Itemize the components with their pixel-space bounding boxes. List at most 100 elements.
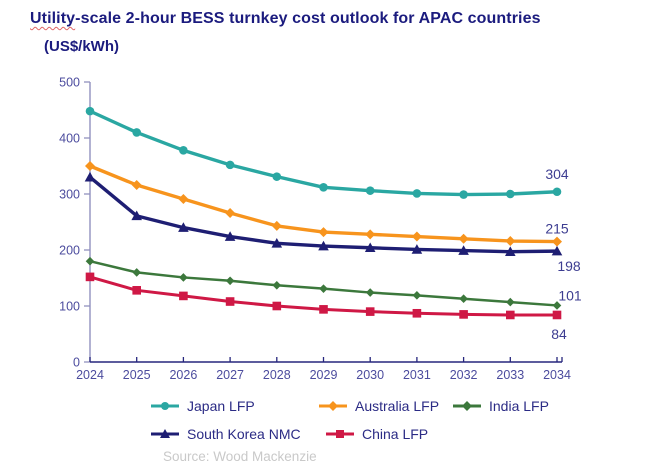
series-marker-india-lfp bbox=[552, 301, 562, 310]
series-marker-india-lfp bbox=[85, 256, 95, 266]
series-marker-australia-lfp bbox=[271, 220, 282, 231]
series-marker-south-korea-nmc bbox=[318, 240, 329, 251]
series-marker-south-korea-nmc bbox=[271, 237, 283, 248]
x-axis-tick-label: 2029 bbox=[310, 368, 338, 382]
series-marker-china-lfp bbox=[365, 307, 375, 316]
series-marker-japan-lfp bbox=[272, 172, 282, 181]
series-marker-china-lfp bbox=[179, 291, 188, 301]
legend-marker-china-lfp bbox=[326, 430, 354, 438]
end-value-label-china-lfp: 84 bbox=[551, 326, 567, 342]
end-value-label-australia-lfp: 215 bbox=[545, 221, 569, 237]
series-line-india-lfp bbox=[88, 259, 559, 307]
series-marker-south-korea-nmc bbox=[411, 244, 423, 254]
legend-item-india-lfp: India LFP bbox=[452, 398, 549, 414]
series-marker-japan-lfp bbox=[85, 106, 95, 116]
chart-unit-subtitle: (US$/kWh) bbox=[44, 38, 119, 55]
y-axis-tick-label: 500 bbox=[59, 76, 80, 90]
x-axis-tick-label: 2034 bbox=[543, 368, 571, 382]
series-marker-china-lfp bbox=[552, 310, 562, 320]
end-value-label-japan-lfp: 304 bbox=[545, 166, 569, 182]
legend-marker-japan-lfp bbox=[151, 402, 179, 410]
legend-label-south-korea-nmc: South Korea NMC bbox=[187, 426, 301, 442]
series-marker-india-lfp bbox=[506, 297, 515, 307]
line-chart-plot-area: 0 100 200 300 400 500 2024 2025 2026 2027 2028 2029… bbox=[59, 76, 582, 383]
x-axis-tick-label: 2032 bbox=[450, 368, 478, 382]
x-axis-tick-label: 2033 bbox=[496, 368, 524, 382]
series-marker-south-korea-nmc bbox=[84, 171, 96, 182]
series-marker-japan-lfp bbox=[506, 189, 515, 199]
series-marker-south-korea-nmc bbox=[224, 231, 236, 241]
series-marker-india-lfp bbox=[225, 276, 235, 286]
series-marker-india-lfp bbox=[412, 291, 422, 300]
series-marker-japan-lfp bbox=[459, 190, 468, 199]
series-marker-china-lfp bbox=[272, 301, 282, 311]
y-axis-tick-label: 0 bbox=[73, 356, 80, 370]
end-value-label-south-korea-nmc: 198 bbox=[557, 258, 581, 274]
x-axis-tick-label: 2025 bbox=[123, 368, 151, 382]
y-axis-tick-label: 100 bbox=[59, 300, 80, 314]
chart-title-rest: -scale 2-hour BESS turnkey cost outlook … bbox=[75, 10, 541, 27]
series-marker-japan-lfp bbox=[412, 189, 422, 198]
series-marker-australia-lfp bbox=[318, 227, 329, 238]
x-axis-tick-label: 2031 bbox=[403, 368, 431, 382]
y-axis-tick-label: 300 bbox=[59, 188, 80, 202]
series-marker-australia-lfp bbox=[85, 161, 95, 171]
legend-marker-australia-lfp bbox=[319, 401, 347, 411]
series-marker-australia-lfp bbox=[365, 229, 376, 240]
y-axis-tick-label: 400 bbox=[59, 132, 80, 146]
series-marker-australia-lfp bbox=[178, 194, 189, 205]
legend-marker-south-korea-nmc bbox=[151, 429, 179, 438]
legend-item-australia-lfp: Australia LFP bbox=[318, 398, 439, 414]
legend-item-china-lfp: China LFP bbox=[325, 426, 428, 442]
series-marker-australia-lfp bbox=[131, 180, 142, 191]
chart-title: Utility-scale 2-hour BESS turnkey cost o… bbox=[30, 10, 541, 28]
series-marker-india-lfp bbox=[319, 284, 328, 293]
y-axis-tick-label: 200 bbox=[59, 244, 80, 258]
legend-label-japan-lfp: Japan LFP bbox=[187, 398, 255, 414]
series-marker-japan-lfp bbox=[179, 146, 188, 155]
series-marker-china-lfp bbox=[319, 305, 328, 314]
series-marker-australia-lfp bbox=[505, 236, 516, 247]
series-marker-japan-lfp bbox=[365, 186, 375, 195]
x-axis-tick-label: 2026 bbox=[169, 368, 197, 382]
series-marker-australia-lfp bbox=[225, 208, 236, 219]
end-value-label-india-lfp: 101 bbox=[558, 287, 582, 303]
series-marker-south-korea-nmc bbox=[364, 242, 376, 253]
series-marker-australia-lfp bbox=[552, 236, 562, 247]
series-marker-australia-lfp bbox=[411, 231, 422, 242]
legend-label-china-lfp: China LFP bbox=[362, 426, 429, 442]
series-marker-india-lfp bbox=[179, 273, 188, 282]
x-axis-tick-label: 2030 bbox=[356, 368, 384, 382]
series-marker-south-korea-nmc bbox=[458, 245, 469, 255]
legend-label-india-lfp: India LFP bbox=[489, 398, 549, 414]
series-marker-south-korea-nmc bbox=[505, 246, 516, 256]
series-marker-japan-lfp bbox=[132, 128, 141, 137]
series-marker-china-lfp bbox=[459, 310, 468, 319]
series-marker-china-lfp bbox=[225, 297, 235, 306]
series-marker-japan-lfp bbox=[319, 182, 328, 192]
series-marker-india-lfp bbox=[272, 280, 282, 290]
series-marker-south-korea-nmc bbox=[178, 222, 189, 232]
x-axis-tick-label: 2027 bbox=[216, 368, 244, 382]
series-marker-china-lfp bbox=[132, 286, 141, 295]
x-axis-tick-label: 2028 bbox=[263, 368, 291, 382]
series-marker-india-lfp bbox=[365, 288, 375, 297]
series-marker-australia-lfp bbox=[458, 233, 469, 244]
series-marker-china-lfp bbox=[506, 310, 515, 320]
legend-label-australia-lfp: Australia LFP bbox=[355, 398, 440, 414]
legend-marker-india-lfp bbox=[453, 401, 481, 411]
chart-title-underlined-word: Utility bbox=[30, 10, 76, 27]
series-line-japan-lfp bbox=[88, 109, 559, 197]
series-marker-japan-lfp bbox=[552, 187, 562, 197]
series-marker-india-lfp bbox=[459, 294, 468, 304]
series-marker-india-lfp bbox=[132, 268, 141, 277]
legend-item-south-korea-nmc: South Korea NMC bbox=[150, 426, 301, 442]
series-marker-china-lfp bbox=[412, 308, 422, 318]
series-marker-south-korea-nmc bbox=[551, 245, 563, 256]
source-attribution: Source: Wood Mackenzie bbox=[163, 449, 317, 464]
series-marker-south-korea-nmc bbox=[131, 210, 142, 221]
x-axis-tick-label: 2024 bbox=[76, 368, 104, 382]
legend-item-japan-lfp: Japan LFP bbox=[150, 398, 255, 414]
series-marker-japan-lfp bbox=[225, 160, 235, 170]
